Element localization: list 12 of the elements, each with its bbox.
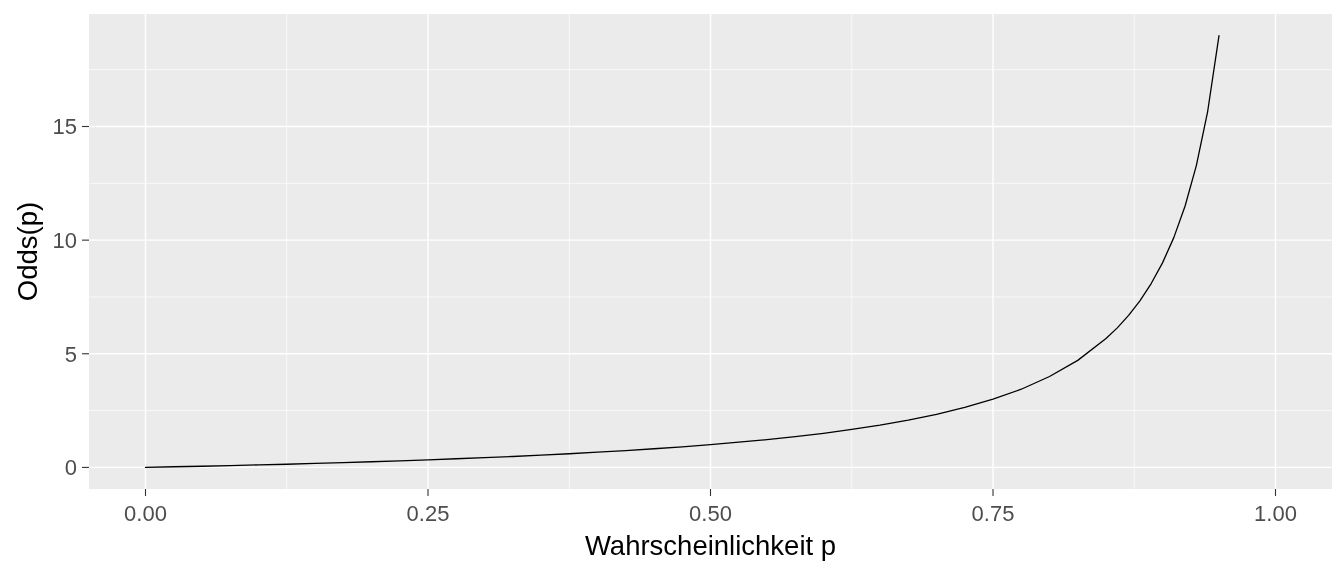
- y-tick-label: 0: [64, 455, 77, 481]
- x-axis-title: Wahrscheinlichkeit p: [584, 530, 837, 561]
- y-tick-label: 5: [64, 341, 77, 367]
- y-axis-title: Odds(p): [11, 201, 43, 302]
- y-tick-label: 10: [52, 227, 77, 253]
- line-series: [144, 34, 1220, 469]
- x-tick-label: 0.75: [971, 500, 1015, 526]
- x-tick-label: 0.50: [689, 500, 732, 526]
- x-tick-label: 0.00: [124, 500, 167, 526]
- x-tick-label: 1.00: [1254, 500, 1297, 526]
- y-tick-label: 15: [52, 114, 77, 140]
- x-tick-label: 0.25: [406, 500, 450, 526]
